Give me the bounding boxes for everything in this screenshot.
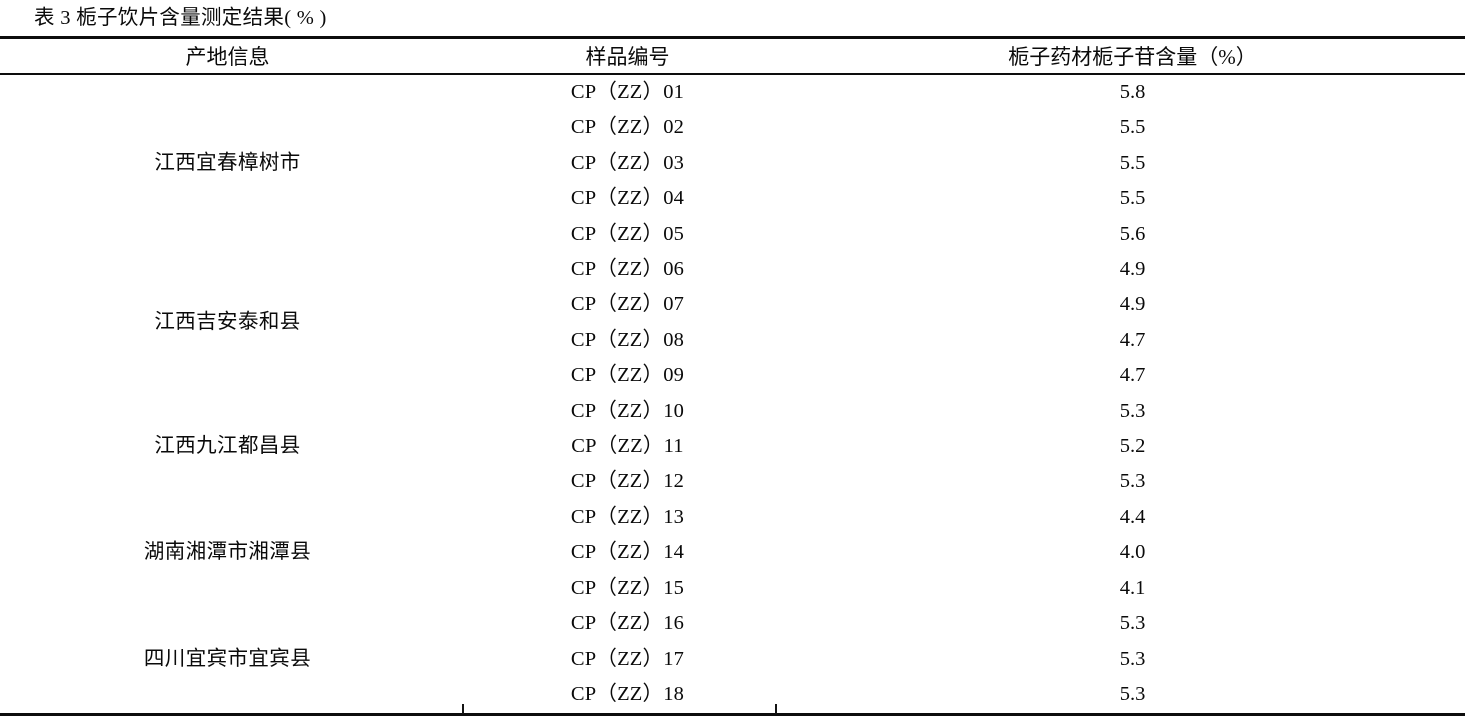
cell-sample-code: CP（ZZ）14: [455, 535, 800, 570]
column-header-sample-code: 样品编号: [585, 45, 670, 69]
cell-geniposide-value: 5.3: [1119, 399, 1146, 422]
table-row: 四川宜宾市宜宾县 CP（ZZ）16 5.3: [0, 606, 1465, 669]
table-row: 江西九江都昌县 CP（ZZ）10 5.3: [0, 394, 1465, 457]
cell-sample-code: CP（ZZ）01: [455, 75, 800, 110]
cell-geniposide-value: 4.1: [1119, 576, 1146, 599]
cell-geniposide-value: 5.3: [1119, 612, 1146, 635]
sample-code-text: CP（ZZ）11: [571, 435, 684, 458]
cell-sample-code: CP（ZZ）18: [455, 677, 800, 712]
table-row: CP（ZZ）14 4.0: [0, 535, 1465, 570]
sample-code-text: CP（ZZ）12: [570, 470, 685, 493]
table-row: CP（ZZ）07 4.9: [0, 287, 1465, 322]
sample-code-text: CP（ZZ）15: [570, 576, 685, 599]
cell-geniposide-value: 5.5: [1119, 187, 1146, 210]
cell-sample-code: CP（ZZ）13: [455, 500, 800, 535]
column-header-geniposide-content: 栀子药材栀子苷含量（%）: [1008, 45, 1257, 69]
cell-geniposide-value: 4.9: [1119, 258, 1146, 281]
table-row: CP（ZZ）02 5.5: [0, 110, 1465, 145]
cell-sample-code: CP（ZZ）16: [455, 606, 800, 641]
cell-geniposide-value: 4.9: [1119, 293, 1146, 316]
sample-code-text: CP（ZZ）18: [570, 682, 685, 705]
cell-sample-code: CP（ZZ）11: [455, 429, 800, 464]
cell-sample-code: CP（ZZ）05: [455, 217, 800, 252]
table-header-rule: [0, 73, 1465, 76]
table-row: CP（ZZ）12 5.3: [0, 464, 1465, 499]
sample-code-text: CP（ZZ）07: [570, 293, 685, 316]
cell-sample-code: CP（ZZ）03: [455, 146, 800, 181]
cell-geniposide-value: 5.3: [1119, 682, 1146, 705]
sample-code-text: CP（ZZ）14: [570, 541, 685, 564]
table-row: CP（ZZ）15 4.1: [0, 571, 1465, 606]
cell-geniposide-value: 5.3: [1119, 647, 1146, 670]
column-header-origin: 产地信息: [185, 45, 270, 69]
table-caption: 表 3 栀子饮片含量测定结果( % ): [34, 7, 327, 29]
table-row: CP（ZZ）11 5.2: [0, 429, 1465, 464]
table-top-rule: [0, 36, 1465, 39]
cell-geniposide-value: 5.2: [1119, 435, 1146, 458]
cell-origin: 四川宜宾市宜宾县: [143, 647, 312, 670]
cell-origin: 江西吉安泰和县: [154, 311, 301, 334]
cell-geniposide-value: 4.4: [1119, 505, 1146, 528]
table-body: 江西宜春樟树市 CP（ZZ）01 5.8 CP（ZZ）02 5.5 CP（ZZ）03 5.5…: [0, 75, 1465, 712]
column-divider-tick-left: [462, 704, 464, 714]
sample-code-text: CP（ZZ）01: [570, 81, 685, 103]
cell-geniposide-value: 4.0: [1119, 541, 1146, 564]
sample-code-text: CP（ZZ）06: [570, 258, 685, 281]
table-row: CP（ZZ）17 5.3: [0, 642, 1465, 677]
cell-sample-code: CP（ZZ）02: [455, 110, 800, 145]
table-row: CP（ZZ）05 5.6: [0, 217, 1465, 252]
table-row: CP（ZZ）18 5.3: [0, 677, 1465, 712]
cell-sample-code: CP（ZZ）12: [455, 464, 800, 499]
cell-geniposide-value: 5.6: [1119, 222, 1146, 245]
cell-sample-code: CP（ZZ）10: [455, 394, 800, 429]
cell-sample-code: CP（ZZ）08: [455, 323, 800, 358]
cell-origin: 湖南湘潭市湘潭县: [143, 541, 312, 564]
cell-origin: 江西宜春樟树市: [154, 151, 301, 174]
cell-geniposide-value: 5.3: [1119, 470, 1146, 493]
sample-code-text: CP（ZZ）08: [570, 328, 685, 351]
measurement-results-table: 江西宜春樟树市 CP（ZZ）01 5.8 CP（ZZ）02 5.5 CP（ZZ）03 5.5…: [0, 75, 1465, 712]
cell-origin: 江西九江都昌县: [154, 435, 301, 458]
sample-code-text: CP（ZZ）05: [570, 222, 685, 245]
cell-geniposide-value: 4.7: [1119, 364, 1146, 387]
cell-sample-code: CP（ZZ）04: [455, 181, 800, 216]
cell-sample-code: CP（ZZ）17: [455, 642, 800, 677]
table-row: 江西吉安泰和县 CP（ZZ）06 4.9: [0, 252, 1465, 333]
table-row: 江西宜春樟树市 CP（ZZ）01 5.8: [0, 75, 1465, 174]
cell-sample-code: CP（ZZ）09: [455, 358, 800, 393]
sample-code-text: CP（ZZ）02: [570, 116, 685, 139]
sample-code-text: CP（ZZ）03: [570, 151, 685, 174]
sample-code-text: CP（ZZ）13: [570, 505, 685, 528]
cell-geniposide-value: 5.8: [1119, 81, 1146, 103]
table-bottom-rule: [0, 713, 1465, 716]
table-row: 湖南湘潭市湘潭县 CP（ZZ）13 4.4: [0, 500, 1465, 563]
cell-geniposide-value: 5.5: [1119, 116, 1146, 139]
sample-code-text: CP（ZZ）10: [570, 399, 685, 422]
table-row: CP（ZZ）08 4.7: [0, 323, 1465, 358]
sample-code-text: CP（ZZ）04: [570, 187, 685, 210]
cell-sample-code: CP（ZZ）07: [455, 287, 800, 322]
table-row: CP（ZZ）03 5.5: [0, 146, 1465, 181]
cell-sample-code: CP（ZZ）15: [455, 571, 800, 606]
sample-code-text: CP（ZZ）17: [570, 647, 685, 670]
table-row: CP（ZZ）04 5.5: [0, 181, 1465, 216]
sample-code-text: CP（ZZ）09: [570, 364, 685, 387]
column-divider-tick-right: [775, 704, 777, 714]
cell-sample-code: CP（ZZ）06: [455, 252, 800, 287]
cell-geniposide-value: 5.5: [1119, 151, 1146, 174]
sample-code-text: CP（ZZ）16: [570, 612, 685, 635]
table-row: CP（ZZ）09 4.7: [0, 358, 1465, 393]
cell-geniposide-value: 4.7: [1119, 328, 1146, 351]
